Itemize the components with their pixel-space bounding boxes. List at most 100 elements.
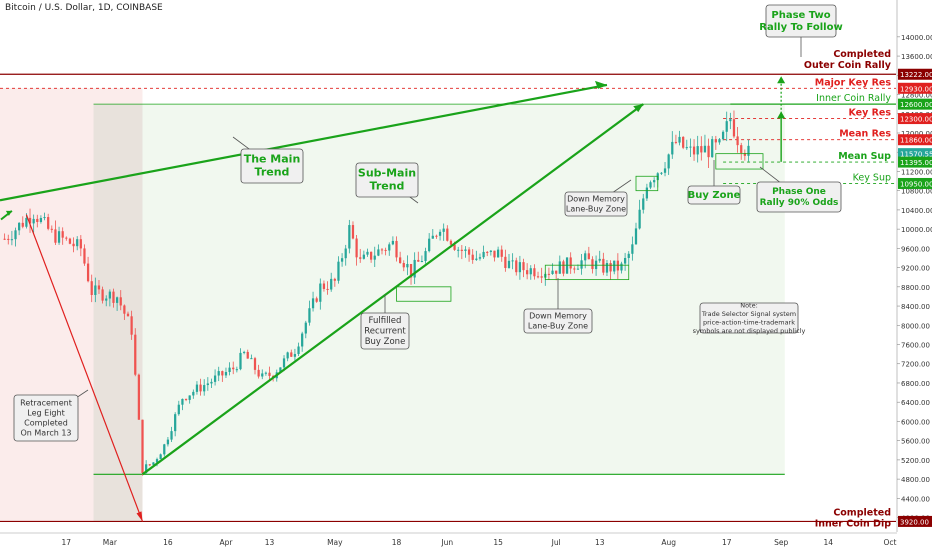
phase-one-label-line: Phase One bbox=[772, 187, 826, 197]
candle bbox=[148, 464, 151, 466]
candle bbox=[192, 391, 195, 396]
candle bbox=[268, 372, 271, 376]
y-tick-label: 4800.00 bbox=[901, 476, 930, 484]
main-trend-line bbox=[0, 83, 608, 202]
candle bbox=[685, 147, 688, 149]
x-tick-label: 13 bbox=[595, 538, 605, 547]
buy-zone-label-line: Buy Zone bbox=[688, 190, 741, 201]
y-tick-label: 10400.00 bbox=[901, 207, 932, 215]
y-tick-label: 7200.00 bbox=[901, 361, 930, 369]
candle bbox=[134, 334, 137, 375]
candle bbox=[65, 237, 68, 239]
candle bbox=[558, 261, 561, 274]
x-tick-label: 13 bbox=[265, 538, 275, 547]
level-label-line: Key Res bbox=[848, 108, 891, 119]
candle bbox=[540, 276, 543, 278]
candle bbox=[130, 316, 133, 335]
candle bbox=[714, 139, 717, 143]
candle bbox=[137, 374, 141, 420]
candle bbox=[475, 258, 478, 260]
candle bbox=[330, 278, 333, 290]
candle bbox=[76, 239, 79, 247]
candle bbox=[496, 249, 500, 258]
candle bbox=[32, 218, 35, 224]
fulfilled-label-line: Recurrent bbox=[364, 327, 406, 337]
candle bbox=[573, 268, 576, 270]
price-tag bbox=[898, 156, 932, 168]
candle bbox=[18, 222, 21, 231]
candle bbox=[388, 244, 391, 251]
candle bbox=[213, 375, 217, 382]
x-tick-label: 17 bbox=[62, 538, 72, 547]
candle bbox=[50, 228, 53, 230]
y-tick-label: 7600.00 bbox=[901, 342, 930, 350]
candle bbox=[7, 238, 10, 240]
candle bbox=[217, 371, 220, 376]
retracement-label-line: On March 13 bbox=[20, 429, 71, 438]
level-label: Mean Sup bbox=[838, 151, 891, 162]
candle bbox=[145, 464, 148, 474]
candle bbox=[736, 136, 739, 146]
candle bbox=[547, 273, 551, 275]
retracement-box bbox=[13, 394, 79, 442]
candle bbox=[438, 231, 442, 236]
level-label-line: Completed bbox=[833, 507, 891, 518]
candle bbox=[188, 395, 191, 400]
candle bbox=[221, 371, 224, 376]
candle bbox=[653, 180, 656, 183]
candle bbox=[210, 381, 213, 384]
price-tag-label: 11570.55 bbox=[900, 151, 932, 159]
phase-two-label-line: Phase Two bbox=[771, 10, 830, 21]
candle bbox=[696, 146, 699, 155]
candle bbox=[700, 146, 703, 153]
retracement-line bbox=[25, 214, 144, 522]
candle bbox=[399, 257, 402, 263]
retracement-label-line: Leg Eight bbox=[27, 409, 64, 418]
symbol-header: Bitcoin / U.S. Dollar, 1D, COINBASE bbox=[5, 3, 163, 13]
y-tick-label: 8400.00 bbox=[901, 303, 930, 311]
y-tick-label: 11200.00 bbox=[901, 168, 932, 176]
candle bbox=[155, 459, 159, 463]
x-tick-label: Sep bbox=[774, 538, 788, 547]
candle bbox=[660, 172, 663, 174]
note-label-line: Trade Selector Signal system bbox=[701, 310, 796, 318]
candle bbox=[536, 276, 540, 278]
candle bbox=[446, 228, 449, 241]
candle bbox=[678, 136, 681, 143]
candle bbox=[584, 253, 587, 261]
retracement-label-line: Retracement bbox=[20, 399, 72, 408]
candle bbox=[242, 351, 246, 353]
note-label: Note:Trade Selector Signal systemprice-a… bbox=[693, 301, 806, 335]
candle bbox=[395, 240, 398, 258]
candle bbox=[301, 333, 304, 347]
candle bbox=[340, 258, 344, 262]
candle bbox=[257, 369, 260, 377]
candle bbox=[529, 268, 532, 275]
note-label-line: Note: bbox=[740, 301, 758, 309]
candle bbox=[489, 250, 492, 252]
phase-two-arrowhead bbox=[777, 76, 786, 84]
candle bbox=[159, 454, 162, 460]
fulfilled-label-line: Fulfilled bbox=[369, 316, 402, 326]
price-tag-label: 11860.00 bbox=[900, 137, 932, 145]
candle bbox=[663, 168, 667, 173]
y-tick-label: 6000.00 bbox=[901, 418, 930, 426]
candle bbox=[380, 249, 384, 251]
candle bbox=[68, 238, 72, 244]
x-tick-label: Apr bbox=[219, 538, 233, 547]
candle bbox=[232, 367, 235, 370]
candle bbox=[39, 218, 43, 223]
level-label: Mean Res bbox=[839, 129, 891, 140]
candle bbox=[246, 351, 249, 359]
candle bbox=[282, 358, 286, 368]
y-tick-label: 5600.00 bbox=[901, 438, 930, 446]
candle bbox=[224, 372, 228, 376]
candle bbox=[290, 352, 293, 357]
candle bbox=[638, 209, 641, 229]
candle bbox=[308, 308, 311, 323]
candle bbox=[533, 268, 536, 277]
